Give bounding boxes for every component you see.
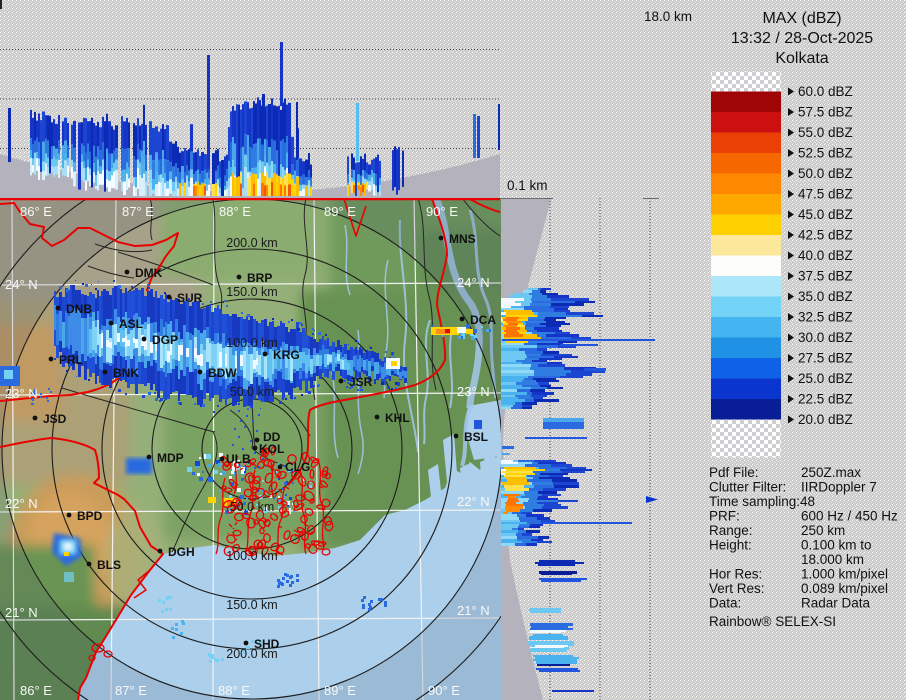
svg-text:BDW: BDW <box>208 366 237 380</box>
svg-text:1.000 km/pixel: 1.000 km/pixel <box>801 567 888 582</box>
svg-text:CLG: CLG <box>285 460 310 474</box>
svg-text:27.5 dBZ: 27.5 dBZ <box>798 351 853 366</box>
svg-text:50.0 dBZ: 50.0 dBZ <box>798 166 853 181</box>
svg-text:DD: DD <box>263 430 281 444</box>
svg-text:Height:: Height: <box>709 538 752 553</box>
svg-text:MAX (dBZ): MAX (dBZ) <box>762 10 841 27</box>
svg-text:200.0 km: 200.0 km <box>226 647 277 661</box>
svg-text:150.0 km: 150.0 km <box>226 598 277 612</box>
svg-text:BNK: BNK <box>113 366 139 380</box>
svg-text:40.0 dBZ: 40.0 dBZ <box>798 248 853 263</box>
svg-text:Time sampling:48: Time sampling:48 <box>709 494 815 509</box>
svg-text:87° E: 87° E <box>115 683 147 698</box>
svg-text:18.000 km: 18.000 km <box>801 552 864 567</box>
svg-text:23° N: 23° N <box>5 386 38 401</box>
svg-text:BLS: BLS <box>97 558 121 572</box>
svg-text:BSL: BSL <box>464 430 488 444</box>
svg-text:100.0 km: 100.0 km <box>226 336 277 350</box>
svg-text:Clutter Filter:: Clutter Filter: <box>709 480 786 495</box>
svg-text:55.0 dBZ: 55.0 dBZ <box>798 125 853 140</box>
svg-text:KRG: KRG <box>273 348 300 362</box>
svg-text:KHL: KHL <box>385 411 410 425</box>
svg-text:Hor Res:: Hor Res: <box>709 567 762 582</box>
svg-text:32.5 dBZ: 32.5 dBZ <box>798 310 853 325</box>
svg-text:DCA: DCA <box>470 313 496 327</box>
svg-text:200.0 km: 200.0 km <box>226 236 277 250</box>
svg-text:90° E: 90° E <box>428 683 460 698</box>
svg-text:18.0 km: 18.0 km <box>644 9 692 24</box>
svg-text:Vert Res:: Vert Res: <box>709 581 765 596</box>
svg-text:86° E: 86° E <box>20 204 52 219</box>
svg-text:150.0 km: 150.0 km <box>226 285 277 299</box>
svg-text:Pdf File:: Pdf File: <box>709 465 759 480</box>
svg-text:88° E: 88° E <box>219 204 251 219</box>
svg-text:23° N: 23° N <box>457 384 490 399</box>
svg-text:DNB: DNB <box>66 302 92 316</box>
svg-text:KOL: KOL <box>259 442 284 456</box>
svg-text:24° N: 24° N <box>457 275 490 290</box>
svg-text:47.5 dBZ: 47.5 dBZ <box>798 187 853 202</box>
svg-text:BRP: BRP <box>247 271 272 285</box>
svg-text:21° N: 21° N <box>457 603 490 618</box>
svg-text:57.5 dBZ: 57.5 dBZ <box>798 105 853 120</box>
svg-text:60.0 dBZ: 60.0 dBZ <box>798 84 853 99</box>
svg-text:45.0 dBZ: 45.0 dBZ <box>798 207 853 222</box>
svg-text:DGH: DGH <box>168 545 195 559</box>
svg-text:Data:: Data: <box>709 596 741 611</box>
svg-text:88° E: 88° E <box>218 683 250 698</box>
svg-text:87° E: 87° E <box>122 204 154 219</box>
svg-text:Radar Data: Radar Data <box>801 596 871 611</box>
svg-text:20.0 dBZ: 20.0 dBZ <box>798 412 853 427</box>
svg-text:JSD: JSD <box>43 412 67 426</box>
svg-text:24° N: 24° N <box>5 277 38 292</box>
svg-text:21° N: 21° N <box>5 605 38 620</box>
svg-text:52.5 dBZ: 52.5 dBZ <box>798 146 853 161</box>
svg-text:DGP: DGP <box>152 333 178 347</box>
svg-text:89° E: 89° E <box>324 204 356 219</box>
svg-text:42.5 dBZ: 42.5 dBZ <box>798 228 853 243</box>
svg-text:89° E: 89° E <box>324 683 356 698</box>
svg-text:Kolkata: Kolkata <box>775 50 828 67</box>
svg-text:Rainbow® SELEX-SI: Rainbow® SELEX-SI <box>709 614 836 629</box>
svg-text:600 Hz / 450 Hz: 600 Hz / 450 Hz <box>801 509 898 524</box>
svg-text:MDP: MDP <box>157 451 184 465</box>
svg-text:86° E: 86° E <box>20 683 52 698</box>
svg-text:JSR: JSR <box>349 375 373 389</box>
svg-text:0.1 km: 0.1 km <box>507 178 548 193</box>
svg-text:SUR: SUR <box>177 291 203 305</box>
svg-text:22° N: 22° N <box>5 496 38 511</box>
svg-text:IIRDoppler 7: IIRDoppler 7 <box>801 480 877 495</box>
svg-text:90° E: 90° E <box>426 204 458 219</box>
svg-text:PRF:: PRF: <box>709 509 740 524</box>
svg-text:250Z.max: 250Z.max <box>801 465 861 480</box>
svg-text:30.0 dBZ: 30.0 dBZ <box>798 330 853 345</box>
svg-text:25.0 dBZ: 25.0 dBZ <box>798 371 853 386</box>
svg-text:22° N: 22° N <box>457 494 490 509</box>
svg-text:ASL: ASL <box>119 317 143 331</box>
svg-text:50.0 km: 50.0 km <box>230 385 274 399</box>
svg-text:0.089 km/pixel: 0.089 km/pixel <box>801 581 888 596</box>
svg-text:PRL: PRL <box>59 353 83 367</box>
svg-text:ULB: ULB <box>226 452 251 466</box>
svg-text:MNS: MNS <box>449 232 476 246</box>
svg-text:50.0 km: 50.0 km <box>230 500 274 514</box>
svg-text:250 km: 250 km <box>801 523 845 538</box>
svg-text:0.100 km to: 0.100 km to <box>801 538 872 553</box>
svg-text:100.0 km: 100.0 km <box>226 549 277 563</box>
svg-text:37.5 dBZ: 37.5 dBZ <box>798 269 853 284</box>
svg-text:BPD: BPD <box>77 509 103 523</box>
svg-text:35.0 dBZ: 35.0 dBZ <box>798 289 853 304</box>
svg-text:Range:: Range: <box>709 523 753 538</box>
svg-text:SHD: SHD <box>254 637 280 651</box>
svg-text:DMK: DMK <box>135 266 163 280</box>
svg-text:13:32 / 28-Oct-2025: 13:32 / 28-Oct-2025 <box>731 30 873 47</box>
svg-text:22.5 dBZ: 22.5 dBZ <box>798 392 853 407</box>
